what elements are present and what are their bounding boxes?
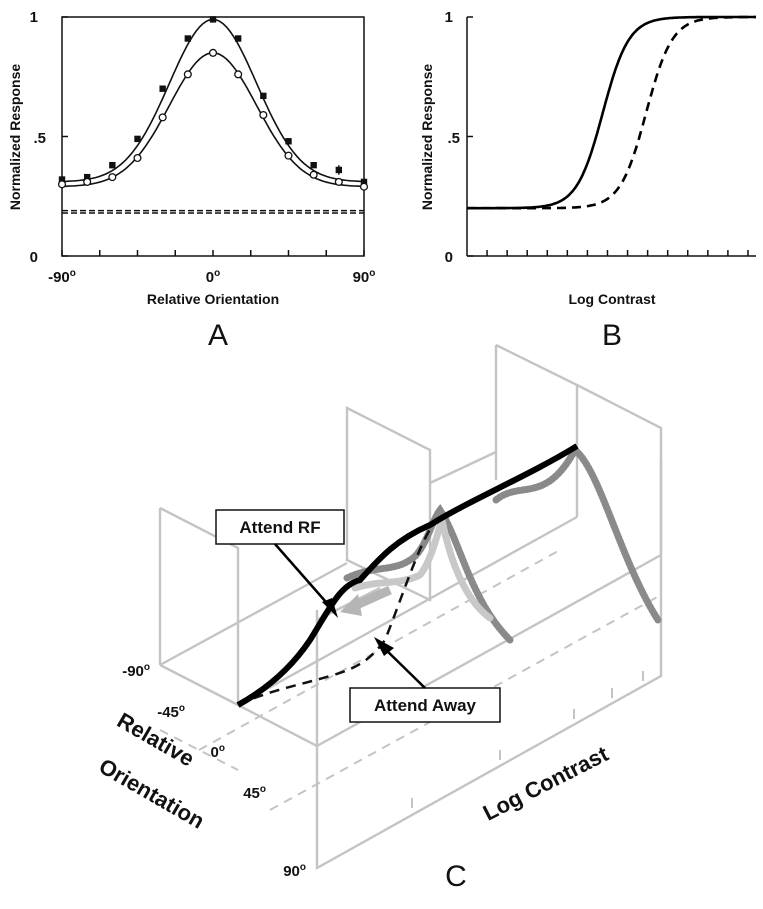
panel-c-top-link [429,450,497,485]
panel-a-point-away [83,177,92,186]
panel-a-point-attend [234,35,242,42]
panel-c-contrast-ticks [411,671,644,808]
panel-c-ytick-45: 45o [243,784,266,802]
panel-a-point-away [133,153,142,163]
panel-a-point-away [334,177,343,186]
panel-a-xtick-center: 0o [206,268,220,286]
panel-a-point-attend [310,161,317,169]
panel-a-ytick-0: 0 [30,249,38,266]
attend-rf-pointer [274,543,334,611]
panel-c-shift-arrowhead [340,594,362,616]
attend-away-label: Attend Away [374,696,477,715]
panel-a-point-attend [109,161,116,169]
panel-a-xtick-left: -90o [48,268,76,286]
panel-c-ytick-0: 0o [211,743,225,761]
panel-a-fit-curve-away [61,51,365,188]
panel-c-plane-1 [158,506,240,705]
attend-away-pointer-head [374,637,394,656]
panel-a-point-attend [184,35,192,42]
panel-a-point-attend [360,178,368,186]
panel-b-curve-attend [467,15,756,210]
panel-a-point-attend [159,85,166,92]
panel-c-floor-dash [159,549,561,771]
panel-a-point-away [57,180,67,189]
panel-c-ylabel-line2: Orientation [95,753,209,833]
panel-c-tuning-curve-2 [343,504,514,644]
panel-b-xlabel: Log Contrast [568,291,655,307]
panel-c-floor-line-1 [237,515,578,707]
panel-c-ylabel-line1: Relative [113,708,199,772]
panel-b-curve-away [467,15,756,210]
panel-c-frame [159,458,663,871]
panel-a-point-away [259,110,268,120]
panel-c-ytick-m90: -90o [122,662,150,680]
panel-a: 1 .5 0 -90o 0o 90o Relative Orientation … [7,9,375,307]
panel-b-ytick-half: .5 [447,130,460,147]
panel-a-point-away [234,70,243,79]
panel-a-point-attend [58,176,66,183]
panel-a-ytick-1: 1 [30,9,38,26]
panel-c-attend-rf-curve [236,443,579,708]
panel-c-ytick-90: 90o [283,862,306,880]
panel-c-ytick-m45: -45o [157,703,185,721]
panel-a-ytick-half: .5 [33,130,46,147]
panel-b-ytick-1: 1 [445,9,453,26]
panel-a-point-away [158,113,167,122]
panel-a-point-away [359,182,369,191]
panel-b-ytick-0: 0 [445,249,453,266]
panel-a-point-attend [335,166,343,174]
panel-a-point-attend [83,173,91,181]
panel-label-c: C [445,860,467,893]
panel-c-floor-dash-2 [269,594,662,811]
attend-rf-label: Attend RF [239,518,320,537]
panel-label-a: A [208,319,228,352]
panel-a-point-attend [285,138,292,145]
panel-c: Attend RF Attend Away -90o -45o 0o 45o 9… [95,343,663,880]
panel-a-fit-curve-attend [61,18,365,183]
panel-label-b: B [602,319,622,352]
panel-b-ylabel: Normalized Response [419,64,435,210]
panel-c-floor-line-2 [159,561,348,667]
panel-a-point-attend [209,16,217,23]
attend-rf-pointer-head [322,598,338,618]
attend-away-box [349,687,501,723]
panel-a-point-away [208,48,218,57]
attend-rf-box [215,509,345,545]
panel-c-tuning-curve-2-away [351,507,494,622]
panel-a-point-away [108,173,117,182]
panel-b: 1 .5 0 Log Contrast Normalized Response [419,9,756,307]
panel-c-plane-2 [345,406,432,602]
panel-c-plane-3 [494,343,663,555]
panel-a-point-away [309,170,318,179]
panel-a-point-away [183,70,192,79]
panel-a-ylabel: Normalized Response [7,64,23,210]
panel-a-point-attend [260,92,267,100]
panel-a-point-away [284,151,293,160]
panel-a-point-attend [134,135,141,143]
panel-c-attend-away-curve [237,444,576,707]
panel-a-xlabel: Relative Orientation [147,291,279,307]
panel-a-xtick-right: 90o [353,268,376,286]
